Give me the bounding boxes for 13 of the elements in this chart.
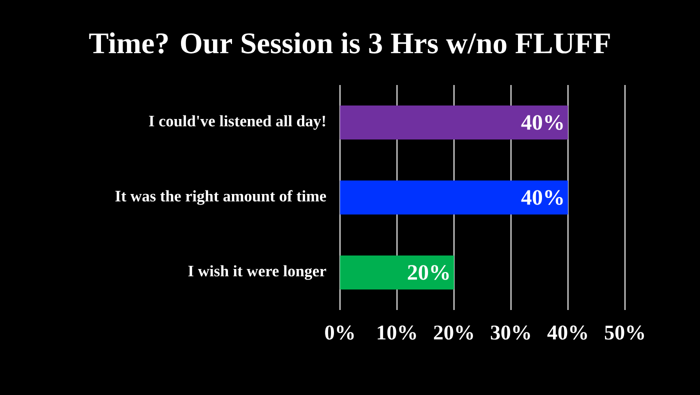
y-tick-label: It was the right amount of time bbox=[115, 190, 326, 205]
x-tick-label: 30% bbox=[490, 326, 530, 340]
x-tick-label: 40% bbox=[547, 326, 587, 340]
data-label: 20% bbox=[408, 265, 449, 280]
chart-title: Time? Our Session is 3 Hrs w/no FLUFF bbox=[89, 32, 610, 54]
y-tick-label: I could've listened all day! bbox=[149, 115, 326, 130]
y-tick-label: I wish it were longer bbox=[188, 265, 326, 280]
data-label: 40% bbox=[521, 190, 563, 205]
x-tick-label: 20% bbox=[434, 326, 473, 340]
x-tick-label: 50% bbox=[604, 326, 644, 340]
x-tick-label: 10% bbox=[378, 326, 416, 340]
data-label: 40% bbox=[521, 115, 563, 130]
x-tick-label: 0% bbox=[325, 326, 354, 340]
